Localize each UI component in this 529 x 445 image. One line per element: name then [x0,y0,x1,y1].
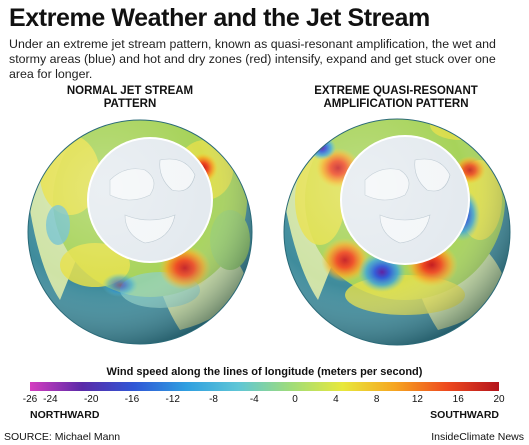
globe-normal [27,119,253,345]
scale-tick-label: -26 [22,394,38,405]
scale-tick-label: 16 [452,394,464,405]
intro-text: Under an extreme jet stream pattern, kno… [9,37,496,81]
northward-label: NORTHWARD [30,409,100,421]
scale-tick-label: -16 [124,394,140,405]
scale-tick-label: -8 [209,394,218,405]
scale-tick-label: -12 [165,394,180,405]
globe-title-line: PATTERN [103,98,157,110]
globe-title-line: EXTREME QUASI-RESONANT [314,85,478,97]
globe-title-extreme: EXTREME QUASI-RESONANT AMPLIFICATION PAT… [276,85,516,111]
color-scale-bar [30,382,499,391]
publisher-credit: InsideClimate News [431,431,524,443]
scale-tick-label: 8 [373,394,380,405]
scale-tick-label: -24 [43,394,58,405]
scale-tick-label: 20 [493,394,505,405]
scale-tick-label: 12 [411,394,423,405]
scale-tick-label: 4 [333,394,339,405]
scale-tick-label: -20 [83,394,99,405]
globes-figure [27,118,511,346]
globe-title-normal: NORMAL JET STREAM PATTERN [40,85,220,111]
globe-title-line: AMPLIFICATION PATTERN [323,98,469,110]
globe-extreme [283,118,511,346]
page-title: Extreme Weather and the Jet Stream [9,4,430,32]
scale-tick-label: 0 [292,394,298,405]
scale-tick-label: -4 [249,394,259,405]
legend-title: Wind speed along the lines of longitude … [106,366,423,378]
source-credit: SOURCE: Michael Mann [4,431,121,443]
globe-title-line: NORMAL JET STREAM [66,85,194,97]
southward-label: SOUTHWARD [430,409,499,421]
